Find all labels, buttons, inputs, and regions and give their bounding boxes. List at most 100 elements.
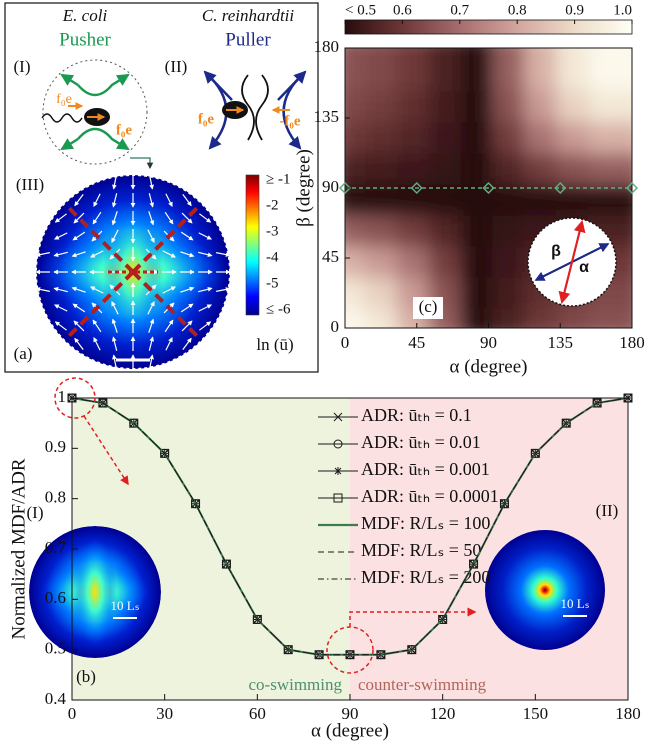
x-axis-label: α (degree) bbox=[311, 720, 389, 741]
y-tick-label: 0.7 bbox=[45, 538, 67, 557]
region-label: co-swimming bbox=[249, 675, 343, 694]
data-marker bbox=[252, 614, 262, 624]
legend-label: ADR: ūₜₕ = 0.1 bbox=[361, 405, 472, 425]
flow-arrow bbox=[93, 337, 101, 351]
data-marker bbox=[530, 448, 540, 458]
colorbar-label: < 0.5 bbox=[345, 2, 376, 18]
heat-cell bbox=[588, 48, 632, 92]
y-tick-label: 0 bbox=[331, 317, 340, 336]
y-tick-label: 0.4 bbox=[45, 689, 67, 708]
marker-part bbox=[334, 467, 342, 475]
colorbar-label: 0.8 bbox=[508, 2, 527, 18]
marker-part bbox=[333, 412, 343, 422]
marker-part bbox=[333, 439, 343, 449]
inset-image bbox=[485, 530, 605, 650]
force-label: -f₀e bbox=[279, 113, 300, 129]
inset-arrow bbox=[558, 221, 583, 304]
flow-arrow bbox=[181, 320, 193, 332]
legend-label: MDF: R/Lₛ = 200 bbox=[361, 567, 490, 587]
flow-arrow bbox=[180, 286, 195, 293]
flow-arrow bbox=[111, 211, 118, 226]
y-tick-label: 0.6 bbox=[45, 588, 66, 607]
x-tick-label: 90 bbox=[342, 704, 359, 723]
swimmer-kind: Puller bbox=[225, 29, 271, 50]
scale-label: 10 Lₛ bbox=[560, 596, 589, 611]
data-marker bbox=[333, 439, 343, 449]
flow-arrow bbox=[111, 318, 118, 333]
domain-outline bbox=[35, 174, 231, 370]
flow-arrow bbox=[182, 337, 192, 350]
flow-arrow bbox=[90, 250, 104, 258]
angle-label: β bbox=[551, 243, 561, 260]
force-label: f₀e bbox=[116, 122, 132, 138]
flow-arrow bbox=[149, 175, 154, 190]
flow-arrow bbox=[111, 193, 118, 208]
flow-arrow bbox=[147, 229, 155, 243]
flow-arrow bbox=[198, 304, 212, 312]
x-tick-label: 180 bbox=[615, 704, 641, 723]
marker-part bbox=[252, 614, 262, 624]
legend-label: ADR: ūₜₕ = 0.0001 bbox=[361, 486, 499, 506]
force-label: f₀e bbox=[56, 92, 72, 107]
flow-arrow bbox=[198, 286, 213, 293]
sub-label: (III) bbox=[16, 175, 44, 194]
x-tick-label: 0 bbox=[341, 333, 350, 352]
angle-label: α bbox=[579, 259, 589, 276]
legend-label: ADR: ūₜₕ = 0.001 bbox=[361, 459, 490, 479]
data-marker bbox=[221, 559, 231, 569]
colorbar-label: 0.9 bbox=[565, 2, 584, 18]
flow-arrow bbox=[148, 193, 155, 208]
x-tick-label: 45 bbox=[408, 333, 425, 352]
flow-arrow bbox=[36, 252, 50, 257]
colorbar-label: ≥ -1 bbox=[266, 171, 290, 187]
highlight bbox=[54, 377, 96, 419]
y-tick-label: 1 bbox=[58, 387, 67, 406]
marker-part bbox=[530, 448, 540, 458]
swimmer-kind: Pusher bbox=[59, 29, 111, 50]
flow-arrow bbox=[36, 287, 50, 292]
x-tick-label: 90 bbox=[480, 333, 497, 352]
x-tick-label: 135 bbox=[548, 333, 574, 352]
inset-image bbox=[29, 526, 161, 658]
flow-arrow bbox=[216, 252, 230, 257]
flow-arrow bbox=[73, 320, 85, 332]
data-marker bbox=[160, 448, 170, 458]
inset-field bbox=[485, 530, 605, 650]
flow-arrow bbox=[72, 231, 86, 241]
data-marker bbox=[129, 418, 139, 428]
flow-arrow bbox=[182, 194, 192, 207]
flow-arrow bbox=[54, 304, 68, 312]
panel-a: E. coli Pusher C. reinhardtii Puller (I)… bbox=[4, 2, 319, 373]
flow-arrow bbox=[147, 301, 155, 315]
flow-arrow bbox=[180, 303, 194, 313]
y-tick-label: 135 bbox=[314, 107, 340, 126]
flow-arrow bbox=[54, 232, 68, 240]
overlay-marker bbox=[410, 181, 423, 195]
flow-arrow bbox=[198, 251, 213, 258]
inset-lobe bbox=[73, 537, 117, 647]
data-marker bbox=[561, 418, 571, 428]
marker-part bbox=[191, 499, 201, 509]
x-tick-label: 30 bbox=[156, 704, 173, 723]
y-axis-label: β (degree) bbox=[293, 149, 314, 227]
flow-field bbox=[36, 175, 230, 369]
flow-arrow bbox=[148, 211, 155, 226]
y-tick-label: 90 bbox=[322, 177, 339, 196]
y-tick-label: 180 bbox=[314, 37, 340, 56]
y-tick-label: 0.8 bbox=[45, 488, 66, 507]
y-tick-label: 0.5 bbox=[45, 639, 66, 658]
plot-frame bbox=[71, 397, 629, 701]
flow-arrow bbox=[74, 194, 84, 207]
flow-arrow bbox=[111, 336, 118, 351]
flow-arrow bbox=[90, 286, 104, 294]
colorbar-label: ≤ -6 bbox=[266, 301, 291, 317]
flow-arrow bbox=[92, 319, 102, 333]
overlay-marker bbox=[482, 181, 495, 195]
colorbar bbox=[344, 19, 633, 35]
marker-part bbox=[333, 493, 343, 503]
flow-arrow bbox=[148, 336, 155, 351]
marker-part bbox=[129, 418, 139, 428]
flow-arrow bbox=[74, 337, 84, 350]
flow-arrow bbox=[111, 229, 119, 243]
x-axis-label: α (degree) bbox=[450, 356, 528, 377]
